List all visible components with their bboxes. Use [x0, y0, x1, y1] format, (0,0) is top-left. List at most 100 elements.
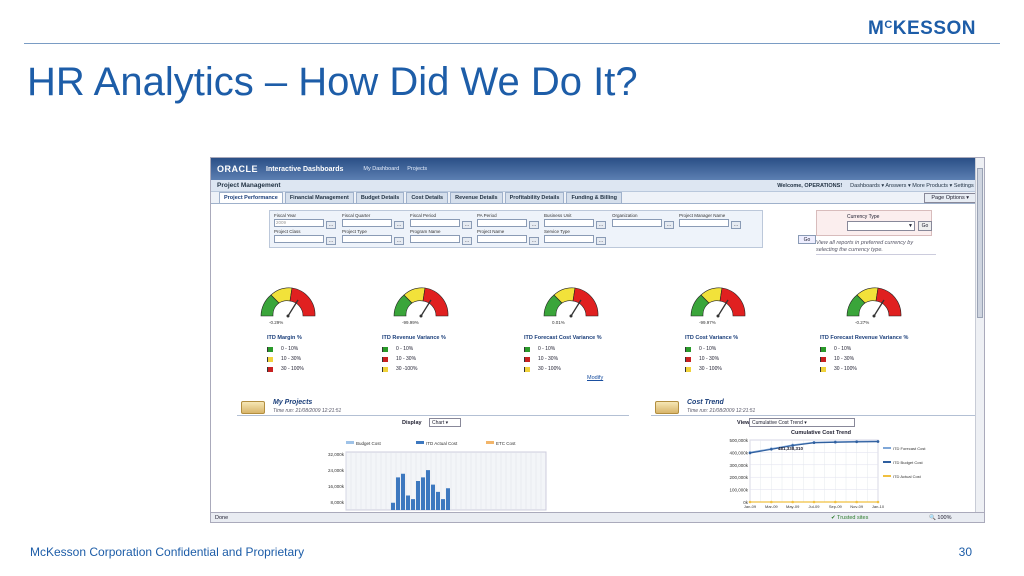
project-manager-input[interactable]: [679, 219, 729, 227]
tick-label: 300,000k: [729, 463, 748, 468]
tab-cost-details[interactable]: Cost Details: [406, 192, 449, 203]
project-type-input[interactable]: [342, 235, 392, 243]
kpi-legend-itd-revenue-variance: ITD Revenue Variance % 0 - 10% 10 - 30% …: [382, 335, 446, 374]
tick-label: Jul-09: [809, 504, 821, 509]
gauge-itd-forecast-cost-variance: 0.01%: [536, 274, 606, 334]
filter-fiscal-period: Fiscal Period: [410, 213, 460, 227]
tick-label: 200,000k: [729, 475, 748, 480]
browse-button[interactable]: …: [596, 237, 606, 245]
legend-label: 30 - 100%: [834, 366, 857, 372]
organization-input[interactable]: [612, 219, 662, 227]
page-options-button[interactable]: Page Options ▾: [924, 193, 976, 203]
tick-label: 400,000k: [729, 450, 748, 455]
gauge-dial: [690, 287, 746, 318]
data-point: [834, 500, 837, 504]
sub-header: Project Management Welcome, OPERATIONS! …: [211, 180, 984, 192]
data-point: [748, 451, 752, 455]
currency-panel: Currency Type ▼ Go: [816, 210, 932, 236]
fiscal-period-input[interactable]: [410, 219, 460, 227]
time-run: Time run: 21/08/2009 12:21:51: [687, 408, 756, 414]
nav-projects[interactable]: Projects: [407, 166, 428, 172]
filter-fiscal-quarter: Fiscal Quarter: [342, 213, 392, 227]
tab-revenue-details[interactable]: Revenue Details: [450, 192, 503, 203]
tab-funding-billing[interactable]: Funding & Billing: [566, 192, 622, 203]
bar: [446, 488, 450, 510]
red-flag-icon: [685, 356, 691, 362]
legend-label: 10 - 30%: [699, 356, 720, 362]
time-run: Time run: 21/08/2009 12:21:51: [273, 408, 342, 414]
logo-part: M: [868, 18, 885, 39]
gauge-dial: [260, 287, 316, 318]
filter-project-type: Project Type: [342, 229, 392, 243]
legend-row: 10 - 30%: [820, 354, 908, 364]
currency-select[interactable]: ▼: [847, 221, 915, 231]
mckesson-logo: MCKESSON: [868, 18, 976, 40]
nav-my-dashboard[interactable]: My Dashboard: [363, 166, 400, 172]
business-unit-input[interactable]: [544, 219, 594, 227]
legend-row: 30 - 100%: [820, 364, 908, 374]
currency-go-button[interactable]: Go: [918, 221, 932, 231]
tick-label: 100,000k: [729, 488, 748, 493]
service-type-input[interactable]: [544, 235, 594, 243]
browse-button[interactable]: …: [664, 221, 674, 229]
browse-button[interactable]: …: [529, 237, 539, 245]
oracle-logo: ORACLE: [217, 164, 258, 174]
browse-button[interactable]: …: [394, 221, 404, 229]
kpi-title: ITD Margin %: [267, 335, 302, 341]
browse-button[interactable]: …: [462, 237, 472, 245]
red-flag-icon: [524, 356, 530, 362]
cost-trend-line-chart: Cumulative Cost Trend 500,000k 400,000k 300…: [729, 430, 926, 509]
red-flag-icon: [820, 356, 826, 362]
fiscal-quarter-input[interactable]: [342, 219, 392, 227]
data-point: [876, 500, 880, 504]
browse-button[interactable]: …: [326, 237, 336, 245]
browse-button[interactable]: …: [596, 221, 606, 229]
pa-period-input[interactable]: [477, 219, 527, 227]
top-menu-links[interactable]: Dashboards ▾ Answers ▾ More Products ▾ S…: [850, 182, 978, 189]
browse-button[interactable]: …: [326, 221, 336, 229]
green-flag-icon: [382, 346, 388, 352]
filter-pa-period: PA Period: [477, 213, 527, 227]
fiscal-year-input[interactable]: 2009: [274, 219, 324, 227]
data-point: [748, 500, 752, 504]
project-class-input[interactable]: [274, 235, 324, 243]
tab-profitability-details[interactable]: Profitability Details: [504, 192, 565, 203]
zoom-level[interactable]: 🔍 100%: [929, 515, 951, 521]
legend-label: ITD Actual Cost: [426, 441, 458, 446]
tick-label: 8,000k: [330, 500, 344, 505]
tick-label: 24,000k: [328, 468, 345, 473]
browse-button[interactable]: …: [394, 237, 404, 245]
browse-button[interactable]: …: [731, 221, 741, 229]
my-projects-header: My Projects Time run: 21/08/2009 12:21:5…: [237, 398, 629, 416]
green-flag-icon: [820, 346, 826, 352]
data-point: [812, 441, 816, 445]
scrollbar-thumb[interactable]: [977, 168, 983, 318]
legend-row: 10 - 30%: [524, 354, 602, 364]
tab-budget-details[interactable]: Budget Details: [355, 192, 405, 203]
browse-button[interactable]: …: [462, 221, 472, 229]
status-done: Done: [215, 515, 229, 521]
filter-go-button[interactable]: Go: [798, 235, 816, 244]
bar: [441, 499, 445, 510]
kpi-legend-itd-margin: ITD Margin % 0 - 10% 10 - 30% 30 - 100%: [267, 335, 304, 374]
bar: [426, 470, 430, 510]
modify-link[interactable]: Modify: [587, 375, 604, 381]
bar: [431, 484, 435, 510]
tick-label: 0k: [743, 500, 749, 505]
tab-project-performance[interactable]: Project Performance: [219, 192, 283, 203]
vertical-scrollbar[interactable]: [975, 158, 984, 514]
view-value: Cumulative Cost Trend: [752, 420, 803, 426]
display-select[interactable]: Chart ▾: [429, 418, 461, 427]
kpi-legend-itd-forecast-cost-variance: ITD Forecast Cost Variance % 0 - 10% 10 …: [524, 335, 602, 374]
red-flag-icon: [267, 366, 273, 372]
legend-label: 10 - 30%: [538, 356, 559, 362]
tab-financial-management[interactable]: Financial Management: [284, 192, 354, 203]
gauge-itd-margin: -0.29%: [253, 274, 323, 334]
program-name-input[interactable]: [410, 235, 460, 243]
oracle-header: ORACLE Interactive Dashboards My Dashboa…: [211, 158, 984, 180]
tick-label: Mar-09: [765, 504, 778, 509]
red-flag-icon: [382, 356, 388, 362]
browse-button[interactable]: …: [529, 221, 539, 229]
project-name-input[interactable]: [477, 235, 527, 243]
view-select[interactable]: Cumulative Cost Trend ▾: [749, 418, 855, 427]
